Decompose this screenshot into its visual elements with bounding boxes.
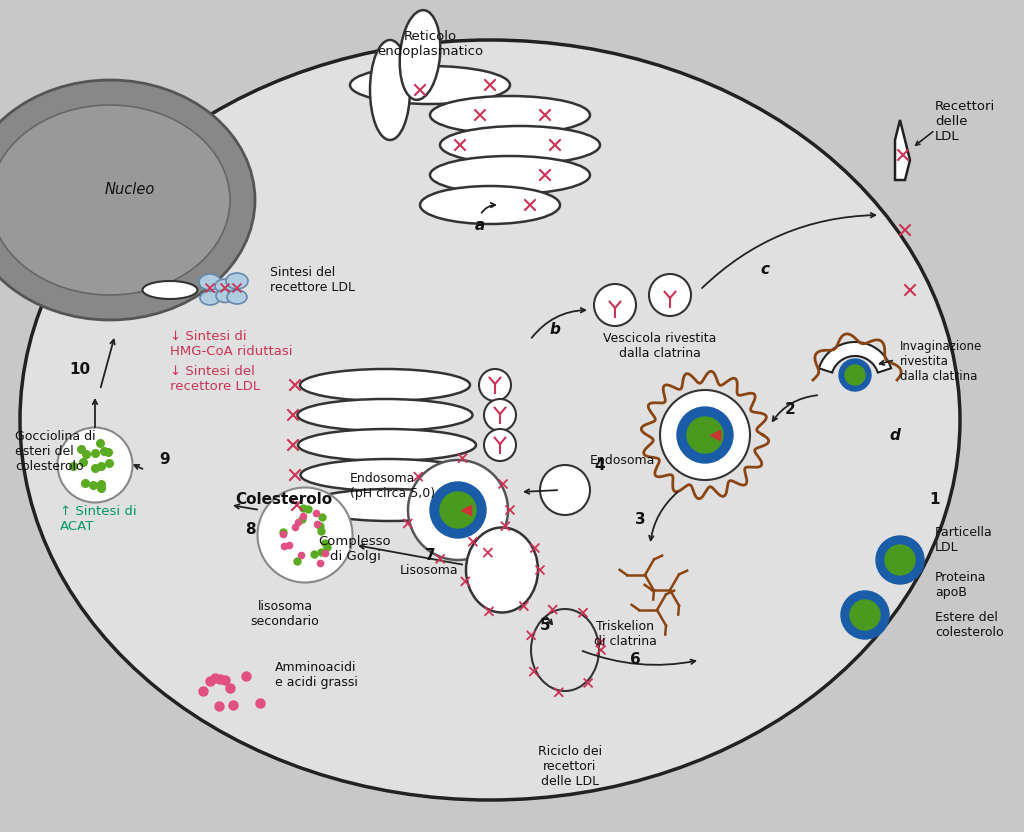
Text: lisosoma
secondario: lisosoma secondario xyxy=(251,600,319,628)
Text: Proteina
apoB: Proteina apoB xyxy=(935,571,986,599)
Ellipse shape xyxy=(440,126,600,164)
Text: 8: 8 xyxy=(245,522,255,537)
Ellipse shape xyxy=(300,459,475,491)
Text: 4: 4 xyxy=(595,458,605,473)
Text: ↓ Sintesi di
HMG-CoA riduttasi: ↓ Sintesi di HMG-CoA riduttasi xyxy=(170,330,293,358)
Circle shape xyxy=(876,536,924,584)
Ellipse shape xyxy=(540,465,590,515)
Polygon shape xyxy=(819,342,891,373)
Text: ↓ Sintesi del
recettore LDL: ↓ Sintesi del recettore LDL xyxy=(170,365,260,393)
Ellipse shape xyxy=(430,96,590,134)
Text: 5: 5 xyxy=(540,617,550,632)
Ellipse shape xyxy=(531,609,599,691)
Text: 1: 1 xyxy=(930,493,940,508)
Text: Triskelion
di clatrina: Triskelion di clatrina xyxy=(594,620,656,648)
Text: a: a xyxy=(475,217,485,232)
Text: Endosoma
(pH circa 5,0): Endosoma (pH circa 5,0) xyxy=(350,472,435,500)
Circle shape xyxy=(440,492,476,528)
Ellipse shape xyxy=(227,290,247,304)
Text: ↑ Sintesi di
ACAT: ↑ Sintesi di ACAT xyxy=(60,505,136,533)
Text: Amminoacidi
e acidi grassi: Amminoacidi e acidi grassi xyxy=(275,661,357,689)
Ellipse shape xyxy=(479,369,511,401)
Ellipse shape xyxy=(484,429,516,461)
Text: Complesso
di Golgi: Complesso di Golgi xyxy=(318,535,391,563)
Text: Colesterolo: Colesterolo xyxy=(234,493,332,508)
Text: 2: 2 xyxy=(784,403,796,418)
Text: Estere del
colesterolo: Estere del colesterolo xyxy=(935,611,1004,639)
Ellipse shape xyxy=(0,80,255,320)
Polygon shape xyxy=(895,120,910,180)
Circle shape xyxy=(677,407,733,463)
Text: Endosoma: Endosoma xyxy=(590,453,655,467)
Ellipse shape xyxy=(200,291,220,305)
Ellipse shape xyxy=(20,40,961,800)
Ellipse shape xyxy=(660,390,750,480)
Text: c: c xyxy=(761,263,769,278)
Ellipse shape xyxy=(142,281,198,299)
Ellipse shape xyxy=(216,290,234,303)
Text: d: d xyxy=(890,428,900,443)
Ellipse shape xyxy=(370,40,410,140)
Ellipse shape xyxy=(307,489,472,521)
Text: Invaginazione
rivestita
dalla clatrina: Invaginazione rivestita dalla clatrina xyxy=(900,340,982,383)
Ellipse shape xyxy=(399,10,440,100)
Circle shape xyxy=(841,591,889,639)
Text: Lisosoma: Lisosoma xyxy=(400,563,459,577)
Ellipse shape xyxy=(215,279,234,293)
Text: Vescicola rivestita
dalla clatrina: Vescicola rivestita dalla clatrina xyxy=(603,332,717,360)
Circle shape xyxy=(430,482,486,538)
Ellipse shape xyxy=(300,369,470,401)
Text: Recettori
delle
LDL: Recettori delle LDL xyxy=(935,100,995,143)
Text: 3: 3 xyxy=(635,513,645,527)
Ellipse shape xyxy=(199,274,221,290)
Ellipse shape xyxy=(594,284,636,326)
Text: Nucleo: Nucleo xyxy=(104,182,156,197)
Ellipse shape xyxy=(57,428,132,503)
Text: 6: 6 xyxy=(630,652,640,667)
Ellipse shape xyxy=(298,399,472,431)
Ellipse shape xyxy=(0,105,230,295)
Text: Sintesi del
recettore LDL: Sintesi del recettore LDL xyxy=(270,266,355,294)
Text: 9: 9 xyxy=(160,453,170,468)
Text: 10: 10 xyxy=(70,363,90,378)
Circle shape xyxy=(687,417,723,453)
Ellipse shape xyxy=(408,460,508,560)
Ellipse shape xyxy=(226,273,248,289)
Circle shape xyxy=(850,600,880,630)
Text: Gocciolina di
esteri del
colesterolo: Gocciolina di esteri del colesterolo xyxy=(15,430,95,473)
Ellipse shape xyxy=(257,488,352,582)
Ellipse shape xyxy=(350,66,510,104)
Ellipse shape xyxy=(484,399,516,431)
Circle shape xyxy=(885,545,915,575)
Text: 7: 7 xyxy=(425,547,435,562)
Ellipse shape xyxy=(430,156,590,194)
Circle shape xyxy=(845,365,865,385)
Ellipse shape xyxy=(649,274,691,316)
Ellipse shape xyxy=(420,186,560,224)
Circle shape xyxy=(839,359,871,391)
Text: Particella
LDL: Particella LDL xyxy=(935,526,992,554)
Text: Reticolo
endoplasmatico: Reticolo endoplasmatico xyxy=(377,30,483,58)
Ellipse shape xyxy=(466,527,538,612)
Ellipse shape xyxy=(298,429,476,461)
Text: b: b xyxy=(550,323,560,338)
Text: Riciclo dei
recettori
delle LDL: Riciclo dei recettori delle LDL xyxy=(538,745,602,788)
